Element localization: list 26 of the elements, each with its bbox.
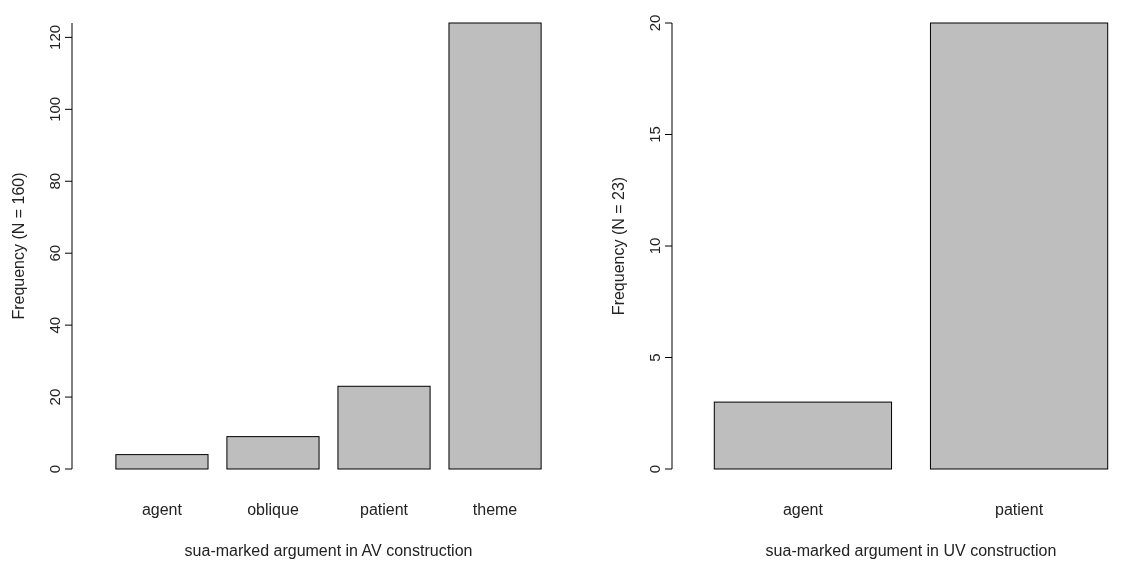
bar (226, 436, 320, 470)
x-tick-label: agent (141, 501, 183, 518)
y-axis-title: Frequency (N = 160) (10, 172, 27, 320)
y-tick-label: 40 (46, 316, 63, 334)
x-axis-title: sua-marked argument in AV construction (184, 542, 473, 559)
y-tick-label: 60 (46, 244, 63, 262)
y-tick-label: 80 (46, 172, 63, 190)
y-tick-label: 10 (646, 237, 663, 255)
bar (115, 454, 209, 470)
x-tick-label: agent (782, 501, 824, 518)
x-tick-label: oblique (247, 501, 299, 518)
x-tick-label: patient (359, 501, 409, 518)
y-axis-title: Frequency (N = 23) (610, 176, 627, 316)
y-tick-label: 120 (46, 24, 63, 50)
y-tick-label: 100 (46, 96, 63, 122)
x-axis-title: sua-marked argument in UV construction (765, 542, 1057, 559)
bar (337, 385, 431, 470)
bar (448, 22, 542, 470)
y-tick-label: 15 (646, 126, 663, 143)
y-tick-label: 0 (646, 464, 663, 474)
y-tick-label: 0 (46, 464, 63, 474)
y-tick-label: 20 (46, 388, 63, 406)
x-tick-label: patient (995, 501, 1044, 518)
y-tick-label: 20 (646, 14, 663, 32)
y-tick-label: 5 (646, 353, 663, 362)
x-tick-label: theme (472, 501, 518, 518)
